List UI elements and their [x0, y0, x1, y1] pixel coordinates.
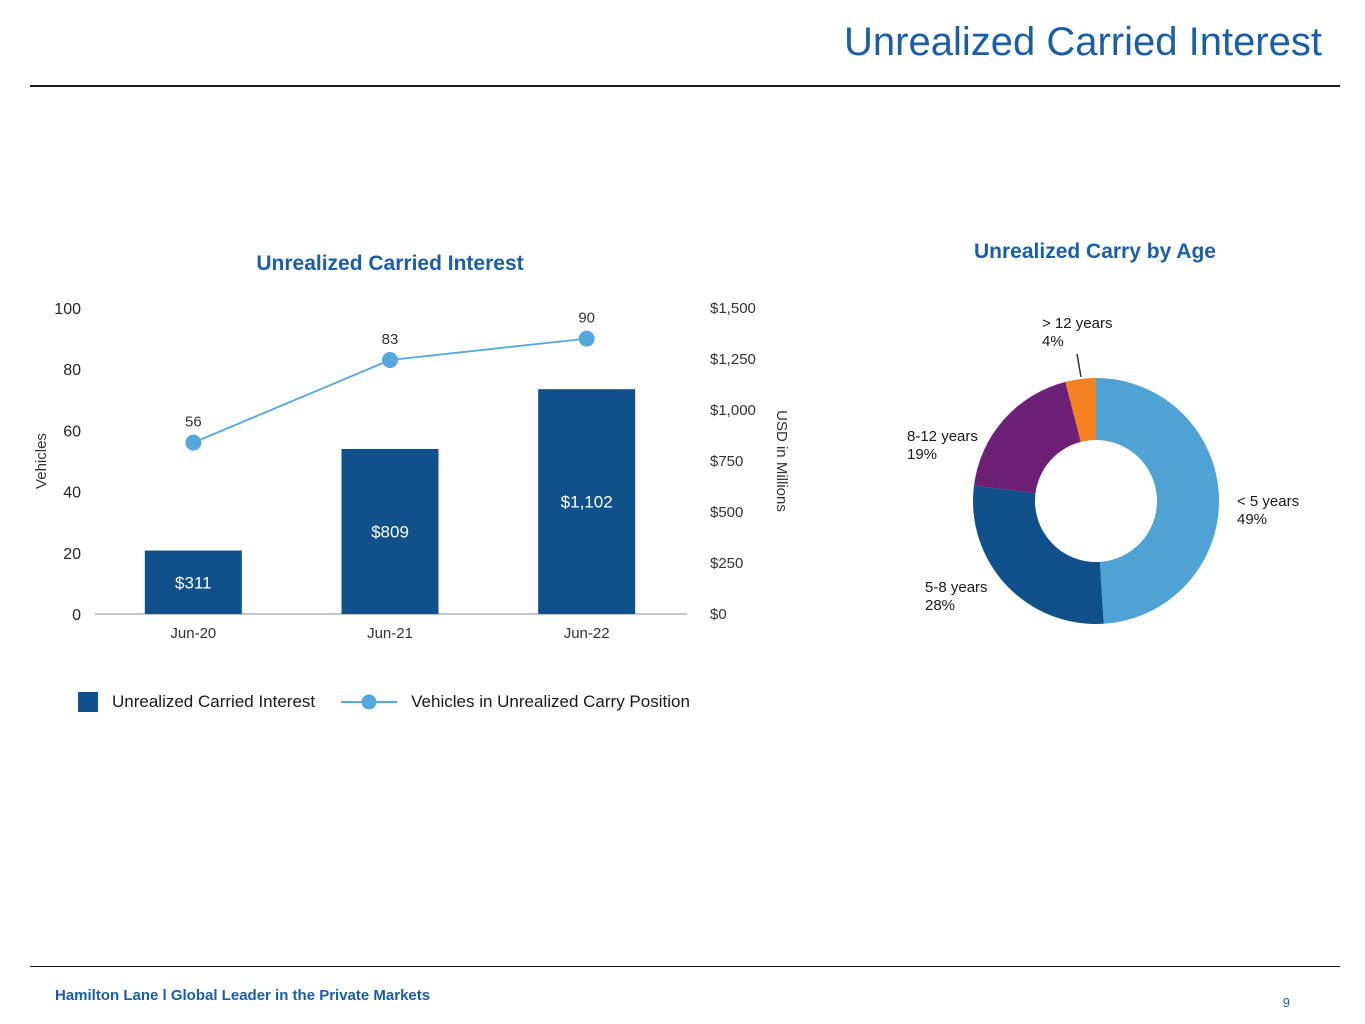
bar-legend-swatch [78, 692, 98, 712]
bar [341, 448, 439, 614]
bar-value-label: $311 [175, 573, 212, 592]
bar [144, 550, 242, 614]
donut-slice [973, 485, 1104, 624]
x-axis-label: Jun-20 [170, 625, 216, 642]
right-axis-tick: $1,250 [710, 351, 756, 368]
donut-chart-title: Unrealized Carry by Age [974, 240, 1216, 263]
combo-chart-title: Unrealized Carried Interest [256, 252, 524, 275]
bar-value-label: $809 [371, 522, 409, 541]
left-axis-title: Vehicles [33, 433, 50, 489]
right-axis-tick: $750 [710, 453, 743, 470]
right-axis-tick: $1,500 [710, 300, 756, 317]
slice-label: > 12 years 4% [1042, 315, 1112, 350]
footer-divider [30, 966, 1340, 967]
line-legend-swatch [341, 694, 398, 710]
right-axis-tick: $1,000 [710, 402, 756, 419]
line-point [578, 330, 595, 347]
chart-legend: Unrealized Carried Interest Vehicles in … [78, 692, 690, 712]
line-point [382, 352, 398, 369]
donut-slice [973, 381, 1081, 494]
right-axis-title: USD in Millions [773, 410, 790, 512]
page-number: 9 [1282, 995, 1290, 1010]
donut-chart-section: Unrealized Carry by Age < 5 years 49% 5-8 … [862, 230, 1328, 700]
slice-label: 8-12 years 19% [907, 428, 978, 463]
combo-chart-section: Unrealized Carried Interest 0 20 40 60 80 100… [30, 240, 810, 740]
page-title: Unrealized Carried Interest [844, 20, 1322, 64]
left-axis-tick: 100 [54, 301, 81, 318]
bar-legend-label: Unrealized Carried Interest [112, 692, 316, 711]
donut-slice [1096, 378, 1219, 624]
bar-value-label: $1,102 [561, 493, 613, 512]
point-value-label: 90 [578, 310, 595, 327]
right-axis-tick: $500 [710, 504, 743, 521]
bar [538, 389, 636, 614]
x-axis-label: Jun-21 [367, 625, 413, 642]
point-value-label: 83 [382, 331, 399, 348]
left-axis-tick: 20 [63, 546, 81, 563]
legend-item-bar: Unrealized Carried Interest [78, 692, 315, 712]
point-value-label: 56 [185, 414, 202, 431]
left-axis-tick: 80 [63, 362, 81, 379]
donut-chart: < 5 years 49% 5-8 years 28% 8-12 years 19% > 1… [907, 315, 1299, 624]
right-axis-tick: $0 [710, 606, 727, 623]
combo-chart: 0 20 40 60 80 100 $0 $250 $500 $750 $1,000 $1,250 $1… [33, 300, 790, 642]
line-point [185, 434, 202, 451]
right-axis-tick: $250 [710, 555, 743, 572]
footer-text: Hamilton Lane l Global Leader in the Pri… [55, 987, 431, 1004]
left-axis-tick: 40 [63, 485, 81, 502]
line-legend-label: Vehicles in Unrealized Carry Position [411, 692, 690, 711]
title-divider [30, 85, 1340, 87]
slice-label: 5-8 years 28% [925, 579, 988, 614]
legend-item-line: Vehicles in Unrealized Carry Position [341, 692, 690, 712]
left-axis-tick: 60 [63, 423, 81, 440]
slice-label: < 5 years 49% [1237, 493, 1299, 528]
x-axis-label: Jun-22 [564, 625, 610, 642]
label-leader-line [1076, 353, 1082, 378]
left-axis-tick: 0 [72, 607, 81, 624]
donut-slice [1065, 378, 1096, 442]
